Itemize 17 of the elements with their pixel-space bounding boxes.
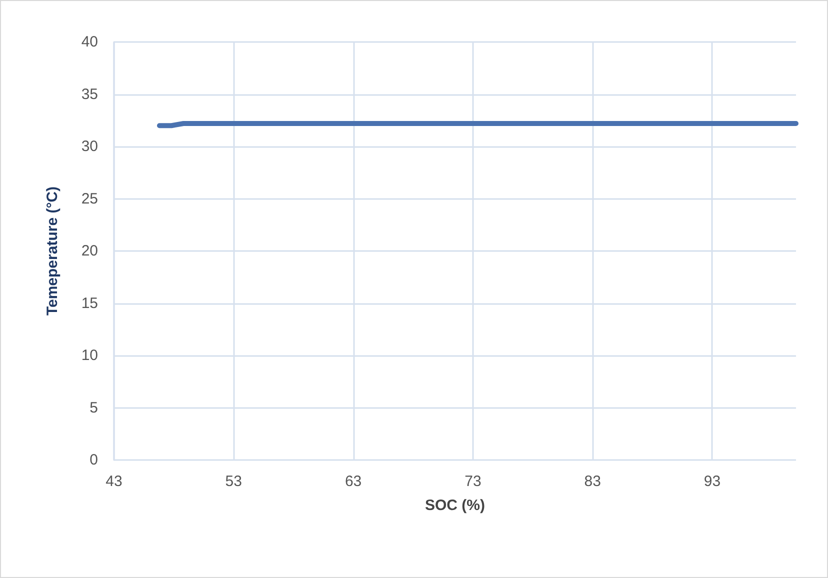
y-tick-label: 30 (81, 138, 98, 155)
y-tick-label: 10 (81, 347, 98, 364)
x-tick-label: 73 (464, 473, 482, 490)
y-tick-label: 0 (90, 452, 98, 468)
x-tick-label: 53 (225, 473, 242, 490)
y-tick-label: 35 (81, 86, 98, 103)
x-axis-title: SOC (%) (425, 497, 486, 514)
y-tick-label: 5 (90, 399, 98, 416)
x-tick-label: 63 (344, 473, 362, 490)
x-tick-label: 43 (106, 473, 122, 490)
y-tick-label: 25 (81, 190, 98, 208)
x-tick-label: 83 (584, 473, 601, 490)
y-tick-label: 40 (81, 34, 98, 50)
x-tick-label: 93 (704, 473, 721, 490)
y-tick-label: 20 (81, 242, 98, 260)
y-tick-label: 15 (81, 294, 98, 312)
y-axis-title: Temeperature (°C) (44, 186, 61, 316)
